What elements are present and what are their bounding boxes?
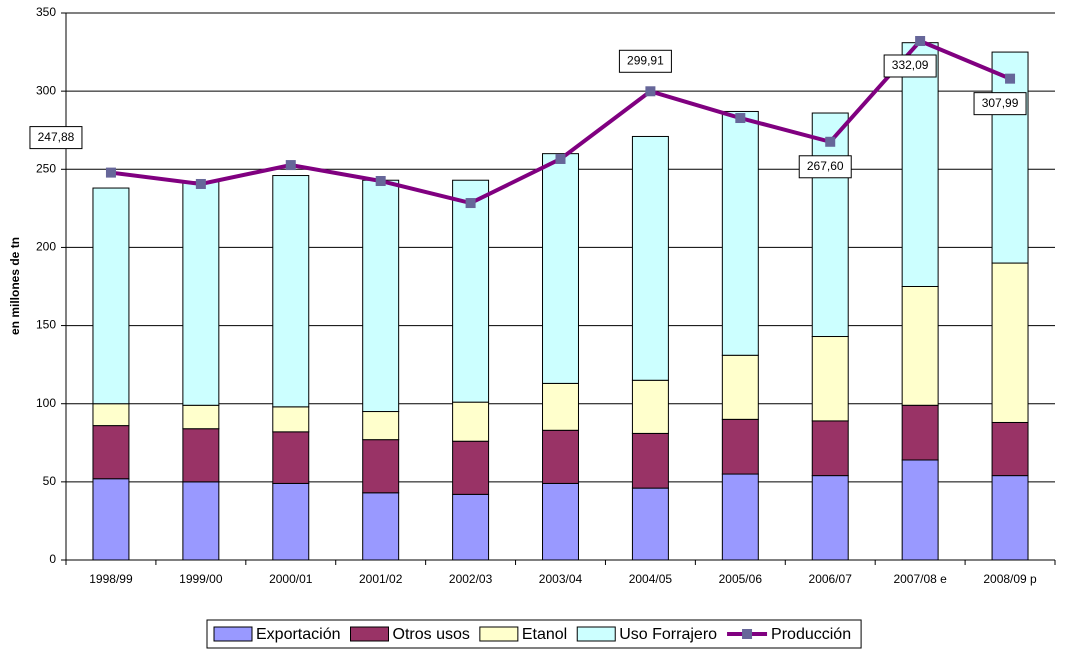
bar-segment [811, 112, 849, 338]
bar-segment [721, 418, 759, 475]
bar-segment [182, 428, 220, 483]
bar-segment [631, 379, 669, 434]
bar-segment [991, 421, 1029, 477]
x-tick-label: 1998/99 [89, 572, 133, 586]
x-tick-label: 2007/08 e [893, 572, 947, 586]
data-label-box [973, 92, 1027, 116]
bar-segment [362, 411, 400, 441]
marker [195, 178, 206, 189]
data-label: 299,91 [627, 53, 664, 67]
bar-segment [721, 110, 759, 356]
y-tick-label: 50 [43, 474, 57, 488]
bar-segment [92, 425, 130, 480]
bar-segment [811, 420, 849, 477]
bar-segment [991, 51, 1029, 264]
bar-segment [362, 492, 400, 561]
bar-segment [92, 187, 130, 405]
marker [375, 176, 386, 187]
marker [285, 160, 296, 171]
y-tick-label: 350 [36, 5, 56, 19]
legend-swatch [350, 626, 389, 642]
data-label: 332,09 [892, 58, 929, 72]
bar-segment [542, 429, 579, 484]
y-tick-label: 300 [36, 83, 56, 97]
bar-segment [901, 42, 939, 287]
bar-segment [901, 404, 939, 461]
bar-segment [272, 175, 310, 408]
bar-segment [272, 431, 310, 484]
legend-label: Uso Forrajero [619, 626, 717, 643]
bar-segment [542, 382, 579, 431]
x-tick-label: 2004/05 [629, 572, 673, 586]
data-label: 307,99 [982, 96, 1019, 110]
bar-segment [272, 482, 310, 561]
data-label-box [883, 54, 937, 78]
bar-segment [452, 440, 490, 495]
bar-segment [92, 478, 130, 561]
bar-segment [272, 406, 310, 433]
bar-segment [182, 181, 220, 406]
x-tick-label: 2002/03 [449, 572, 493, 586]
legend-swatch [479, 626, 519, 642]
x-tick-label: 2006/07 [809, 572, 853, 586]
bar-segment [721, 473, 759, 561]
x-tick-label: 2005/06 [719, 572, 763, 586]
bar-segment [811, 475, 849, 561]
bar-segment [452, 179, 490, 403]
data-label: 267,60 [807, 159, 844, 173]
marker [645, 86, 656, 97]
marker [555, 153, 566, 164]
legend-swatch [742, 629, 753, 639]
y-axis-label: en millones de tn [8, 237, 22, 335]
legend-label: Exportación [256, 626, 341, 643]
x-tick-label: 2000/01 [269, 572, 313, 586]
legend-swatch [213, 626, 253, 642]
bar-segment [92, 403, 130, 427]
bar-segment [631, 432, 669, 489]
data-label-box [798, 155, 852, 179]
data-label: 247,88 [38, 130, 75, 144]
legend-swatch [576, 626, 616, 642]
bar-segment [542, 153, 579, 384]
bar-segment [721, 354, 759, 420]
bar-segment [811, 336, 849, 422]
marker [105, 167, 116, 178]
bar-segment [452, 401, 490, 442]
x-tick-label: 1999/00 [179, 572, 223, 586]
legend-label: Otros usos [393, 626, 470, 643]
legend: Exportación Otros usos Etanol Uso Forrajero… [206, 619, 862, 649]
y-tick-label: 250 [36, 161, 56, 175]
x-tick-label: 2003/04 [539, 572, 583, 586]
bar-segment [901, 459, 939, 561]
bar-segment [631, 135, 669, 381]
bar-segment [362, 439, 400, 494]
bar-segment [452, 493, 490, 561]
y-tick-label: 100 [36, 396, 56, 410]
legend-label: Producción [771, 626, 851, 643]
marker [465, 198, 476, 209]
y-tick-label: 150 [36, 318, 56, 332]
y-tick-label: 200 [36, 240, 56, 254]
x-tick-label: 2001/02 [359, 572, 403, 586]
bar-segment [182, 404, 220, 430]
marker [915, 35, 926, 46]
data-label-box [29, 126, 83, 150]
y-tick-label: 0 [49, 552, 56, 566]
x-tick-label: 2008/09 p [983, 572, 1037, 586]
marker [1005, 73, 1016, 84]
legend-label: Etanol [522, 626, 567, 643]
bar-segment [542, 482, 579, 561]
data-label-box [618, 49, 672, 73]
bar-segment [182, 481, 220, 561]
bar-segment [631, 487, 669, 561]
bar-segment [991, 475, 1029, 561]
bar-segment [991, 262, 1029, 423]
marker [825, 136, 836, 147]
bar-segment [362, 179, 400, 413]
marker [735, 113, 746, 124]
bar-segment [901, 286, 939, 406]
